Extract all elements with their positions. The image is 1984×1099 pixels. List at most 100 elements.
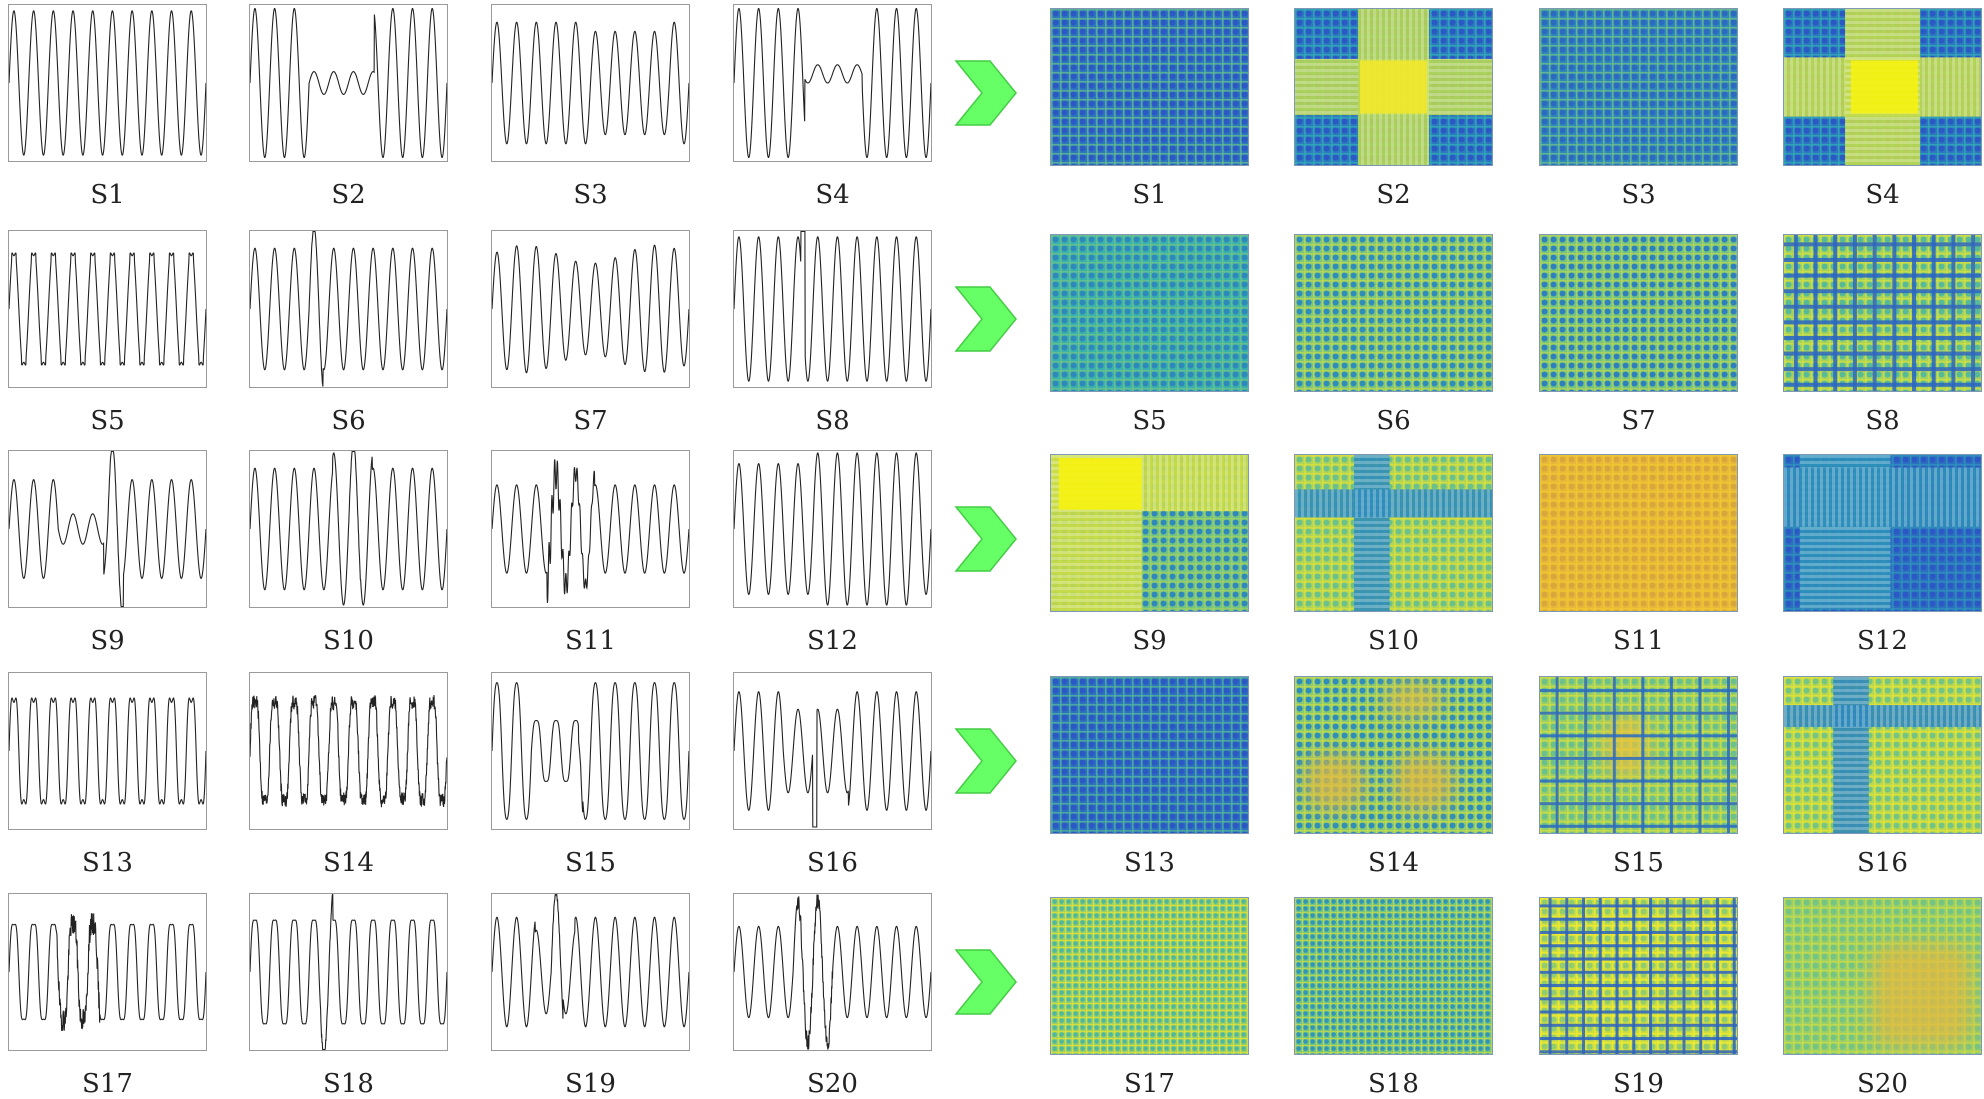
grid-line-v [1715, 898, 1719, 1054]
signal-label: S7 [573, 406, 608, 436]
signal-waveform-panel [249, 893, 448, 1051]
image-label: S15 [1613, 848, 1664, 878]
signal-label: S1 [90, 180, 125, 210]
grid-line-h [1540, 802, 1737, 806]
grid-line-v [1565, 898, 1569, 1054]
feature-image-panel [1050, 234, 1249, 392]
waveform-line [250, 8, 447, 158]
signal-label: S10 [323, 626, 374, 656]
grid-line-h [1540, 1050, 1737, 1054]
image-label: S6 [1376, 406, 1411, 436]
signal-waveform-panel [733, 230, 932, 388]
feature-image-panel [1050, 454, 1249, 612]
grid-line-v [1548, 898, 1552, 1054]
image-label: S13 [1124, 848, 1175, 878]
signal-label: S15 [565, 848, 616, 878]
feature-map-base [1051, 677, 1248, 833]
signal-waveform-panel [8, 893, 207, 1051]
waveform-line [250, 451, 447, 606]
grid-line-v [1971, 235, 1976, 391]
waveform-line [492, 459, 689, 603]
feature-image-panel [1539, 8, 1738, 166]
grid-line-h [1540, 917, 1737, 921]
grid-line-v [1852, 235, 1857, 391]
waveform-line [734, 8, 931, 158]
grid-line-h [1540, 734, 1737, 738]
grid-line-h [1784, 367, 1981, 372]
feature-image-panel [1050, 897, 1249, 1055]
grid-line-v [1833, 235, 1838, 391]
image-label: S7 [1621, 406, 1656, 436]
waveform-line [492, 21, 689, 145]
signal-label: S12 [807, 626, 858, 656]
grid-line-h [1540, 944, 1737, 948]
signal-waveform-panel [249, 672, 448, 830]
feature-region [1058, 458, 1142, 510]
feature-map-base [1051, 235, 1248, 391]
grid-line-v [1615, 898, 1619, 1054]
grid-line-h [1540, 1037, 1737, 1041]
waveform-line [9, 913, 206, 1031]
signal-waveform-panel [491, 230, 690, 388]
signal-waveform-panel [249, 450, 448, 608]
grid-line-v [1727, 677, 1731, 833]
feature-image-panel [1050, 676, 1249, 834]
feature-map-base [1540, 898, 1737, 1054]
signal-label: S11 [565, 626, 616, 656]
grid-line-v [1813, 235, 1818, 391]
signal-label: S16 [807, 848, 858, 878]
waveform-line [250, 231, 447, 387]
grid-line-h [1540, 824, 1737, 828]
signal-waveform-panel [733, 450, 932, 608]
grid-line-h [1540, 711, 1737, 715]
feature-region [1872, 944, 1972, 1047]
grid-line-v [1612, 677, 1616, 833]
feature-map-base [1295, 898, 1492, 1054]
signal-label: S9 [90, 626, 125, 656]
image-label: S1 [1132, 180, 1167, 210]
signal-waveform-panel [8, 230, 207, 388]
signal-label: S14 [323, 848, 374, 878]
waveform-line [734, 231, 931, 382]
grid-line-h [1540, 1023, 1737, 1027]
grid-line-h [1784, 289, 1981, 294]
feature-image-panel [1294, 676, 1493, 834]
signal-label: S3 [573, 180, 608, 210]
feature-image-panel [1783, 454, 1982, 612]
grid-line-h [1784, 242, 1981, 247]
grid-line-v [1892, 235, 1897, 391]
feature-region [1393, 755, 1453, 810]
feature-image-panel [1783, 897, 1982, 1055]
feature-region [1850, 60, 1918, 114]
image-label: S18 [1368, 1069, 1419, 1099]
feature-map-base [1784, 677, 1981, 833]
feature-image-panel [1783, 676, 1982, 834]
grid-line-v [1793, 235, 1798, 391]
signal-waveform-panel [249, 230, 448, 388]
image-label: S17 [1124, 1069, 1175, 1099]
feature-image-panel [1539, 454, 1738, 612]
feature-map-base [1540, 9, 1737, 165]
waveform-line [9, 252, 206, 366]
chevron-right-icon [954, 60, 1017, 126]
image-label: S4 [1865, 180, 1900, 210]
waveform-line [734, 894, 931, 1050]
feature-map-base [1051, 9, 1248, 165]
image-label: S9 [1132, 626, 1167, 656]
grid-line-h [1784, 320, 1981, 325]
feature-image-panel [1539, 897, 1738, 1055]
waveform-line [492, 244, 689, 374]
grid-line-v [1632, 898, 1636, 1054]
feature-image-panel [1294, 234, 1493, 392]
grid-line-h [1540, 970, 1737, 974]
feature-map-base [1051, 898, 1248, 1054]
grid-line-h [1540, 997, 1737, 1001]
grid-line-v [1598, 898, 1602, 1054]
grid-line-v [1951, 235, 1956, 391]
waveform-line [250, 894, 447, 1050]
grid-line-h [1784, 335, 1981, 340]
image-label: S11 [1613, 626, 1664, 656]
chevron-right-icon [954, 506, 1017, 572]
grid-line-h [1784, 351, 1981, 356]
grid-line-h [1540, 689, 1737, 693]
